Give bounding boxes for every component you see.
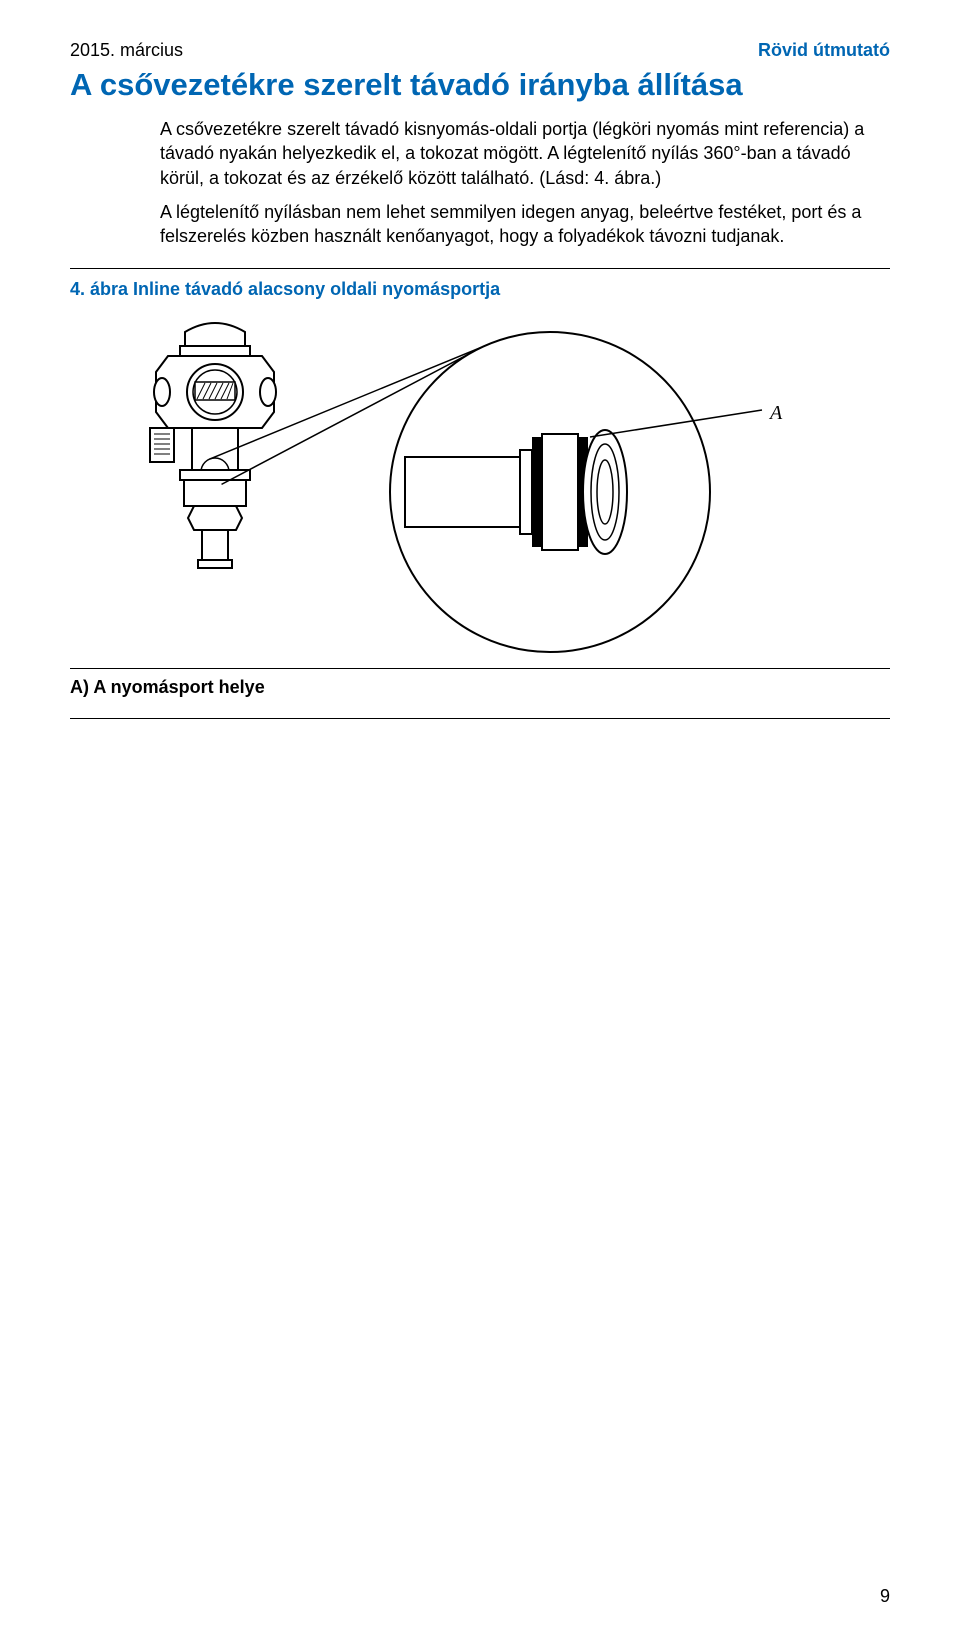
divider-top <box>70 268 890 269</box>
paragraph-2: A légtelenítő nyílásban nem lehet semmil… <box>160 200 890 249</box>
page-number: 9 <box>880 1586 890 1607</box>
figure-area: A <box>70 312 890 662</box>
paragraph-1: A csővezetékre szerelt távadó kisnyomás-… <box>160 117 890 190</box>
page-header: 2015. március Rövid útmutató <box>70 40 890 61</box>
header-date: 2015. március <box>70 40 183 61</box>
transmitter-icon <box>150 323 276 568</box>
callout-label-a: A <box>770 402 782 425</box>
divider-bottom <box>70 718 890 719</box>
transmitter-diagram <box>70 312 890 662</box>
figure-caption: 4. ábra Inline távadó alacsony oldali ny… <box>70 279 890 300</box>
header-doctype: Rövid útmutató <box>758 40 890 61</box>
figure-bottom-caption: A) A nyomásport helye <box>70 677 890 698</box>
section-title: A csővezetékre szerelt távadó irányba ál… <box>70 67 890 103</box>
divider-mid <box>70 668 890 669</box>
